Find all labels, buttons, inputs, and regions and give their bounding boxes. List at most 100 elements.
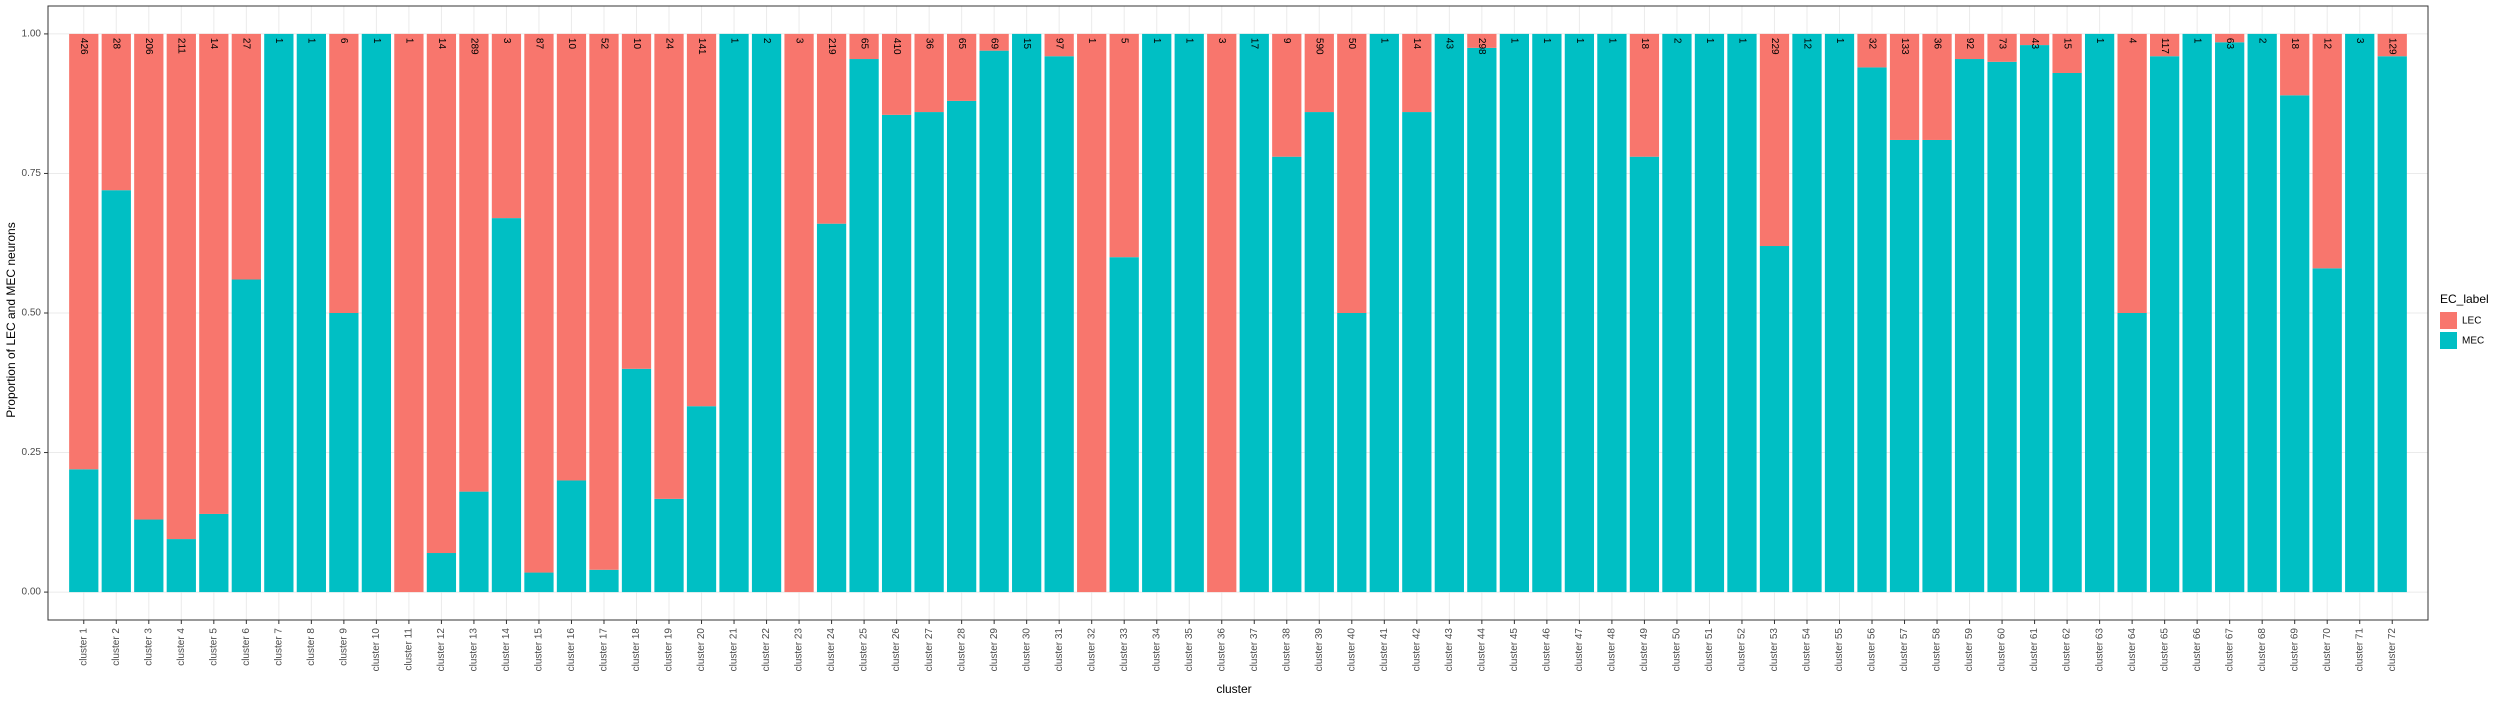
x-tick-label: cluster 70 xyxy=(2322,628,2333,672)
x-tick-label: cluster 54 xyxy=(1802,628,1813,672)
y-tick-label: 0.50 xyxy=(22,308,42,319)
x-tick-label: cluster 41 xyxy=(1379,628,1390,672)
bar-label: 17 xyxy=(1249,38,1260,50)
bar-label: 133 xyxy=(1899,38,1910,55)
bar-label: 1 xyxy=(1606,38,1617,44)
bar-segment xyxy=(881,33,912,115)
x-tick-label: cluster 48 xyxy=(1607,628,1618,672)
bar-segment xyxy=(1272,33,1302,157)
x-tick-label: cluster 59 xyxy=(1964,628,1975,672)
bar-segment xyxy=(2280,33,2310,96)
bar-segment xyxy=(621,33,652,369)
bar-segment xyxy=(2247,33,2277,593)
bar-label: 73 xyxy=(1996,38,2007,50)
bar-segment xyxy=(1142,33,1172,593)
bar-label: 87 xyxy=(533,38,544,50)
x-tick-label: cluster 4 xyxy=(176,628,187,666)
bar-segment xyxy=(1694,33,1725,593)
x-tick-label: cluster 31 xyxy=(1054,628,1065,672)
x-tick-label: cluster 42 xyxy=(1411,628,1422,672)
bar-label: 1 xyxy=(1151,38,1162,44)
x-tick-label: cluster 66 xyxy=(2192,628,2203,672)
bar-segment xyxy=(1434,33,1464,593)
bar-segment xyxy=(719,33,749,593)
bar-label: 65 xyxy=(858,38,869,50)
x-tick-label: cluster 5 xyxy=(208,628,219,666)
x-tick-label: cluster 69 xyxy=(2289,628,2300,672)
bar-label: 43 xyxy=(2029,38,2040,50)
bar-segment xyxy=(2117,313,2147,593)
bar-segment xyxy=(199,33,229,514)
bar-segment xyxy=(1727,33,1757,593)
bar-label: 1 xyxy=(1541,38,1552,44)
bar-segment xyxy=(1402,112,1432,593)
y-tick-label: 0.00 xyxy=(22,587,42,598)
bar-segment xyxy=(134,519,164,593)
bar-label: 1 xyxy=(403,38,414,44)
bar-segment xyxy=(1109,257,1139,593)
bar-label: 1 xyxy=(1736,38,1747,44)
bar-label: 18 xyxy=(1639,38,1650,50)
legend-key xyxy=(2440,332,2457,349)
bar-segment xyxy=(1532,33,1562,593)
x-tick-label: cluster 50 xyxy=(1672,628,1683,672)
x-tick-label: cluster 45 xyxy=(1509,628,1520,672)
x-tick-label: cluster 29 xyxy=(989,628,1000,672)
bar-segment xyxy=(1954,59,1985,593)
x-tick-label: cluster 27 xyxy=(924,628,935,672)
x-tick-label: cluster 28 xyxy=(956,628,967,672)
bar-segment xyxy=(816,33,847,224)
y-axis-title: Proportion of LEC and MEC neurons xyxy=(4,222,18,417)
x-tick-label: cluster 65 xyxy=(2159,628,2170,672)
x-tick-label: cluster 72 xyxy=(2387,628,2398,672)
bar-label: 92 xyxy=(1964,38,1975,50)
bar-label: 4 xyxy=(2126,38,2137,44)
bar-segment xyxy=(361,33,392,593)
bar-segment xyxy=(556,33,587,481)
bar-segment xyxy=(979,33,1009,51)
legend-key xyxy=(2440,312,2457,329)
x-tick-label: cluster 2 xyxy=(111,628,122,666)
x-tick-label: cluster 62 xyxy=(2062,628,2073,672)
x-tick-label: cluster 18 xyxy=(631,628,642,672)
bar-segment xyxy=(101,190,131,593)
bar-segment xyxy=(686,406,717,593)
x-tick-label: cluster 14 xyxy=(501,628,512,672)
x-tick-label: cluster 1 xyxy=(78,628,89,666)
bar-segment xyxy=(199,513,229,593)
x-tick-label: cluster 53 xyxy=(1769,628,1780,672)
bar-segment xyxy=(1954,33,1985,60)
bar-label: 36 xyxy=(923,38,934,50)
legend-title: EC_label xyxy=(2440,292,2489,306)
bar-label: 1 xyxy=(1379,38,1390,44)
x-tick-label: cluster 11 xyxy=(404,628,415,671)
x-tick-label: cluster 32 xyxy=(1086,628,1097,672)
bar-label: 206 xyxy=(143,38,154,55)
x-tick-label: cluster 61 xyxy=(2029,628,2040,672)
bar-segment xyxy=(231,33,261,280)
bar-label: 229 xyxy=(1769,38,1780,55)
bar-segment xyxy=(2312,33,2342,269)
x-tick-label: cluster 33 xyxy=(1119,628,1130,672)
bar-label: 117 xyxy=(2159,38,2170,54)
bar-label: 28 xyxy=(111,38,122,50)
bar-segment xyxy=(2377,56,2407,593)
bar-label: 590 xyxy=(1314,38,1325,55)
bar-label: 1 xyxy=(1086,38,1097,44)
bar-segment xyxy=(264,33,294,593)
bar-segment xyxy=(2150,33,2180,57)
bar-segment xyxy=(1889,139,1920,593)
panel-border xyxy=(47,5,2429,621)
x-axis-title: cluster xyxy=(1216,682,1251,696)
x-tick-label: cluster 17 xyxy=(599,628,610,672)
bar-label: 1 xyxy=(1509,38,1520,44)
bar-label: 43 xyxy=(1444,38,1455,50)
bar-segment xyxy=(816,223,847,593)
bar-segment xyxy=(2215,42,2245,593)
bar-segment xyxy=(1239,33,1269,593)
x-tick-label: cluster 52 xyxy=(1737,628,1748,672)
bar-label: 1 xyxy=(1834,38,1845,44)
x-tick-label: cluster 40 xyxy=(1346,628,1357,672)
bar-segment xyxy=(394,33,424,593)
bar-segment xyxy=(849,59,879,593)
